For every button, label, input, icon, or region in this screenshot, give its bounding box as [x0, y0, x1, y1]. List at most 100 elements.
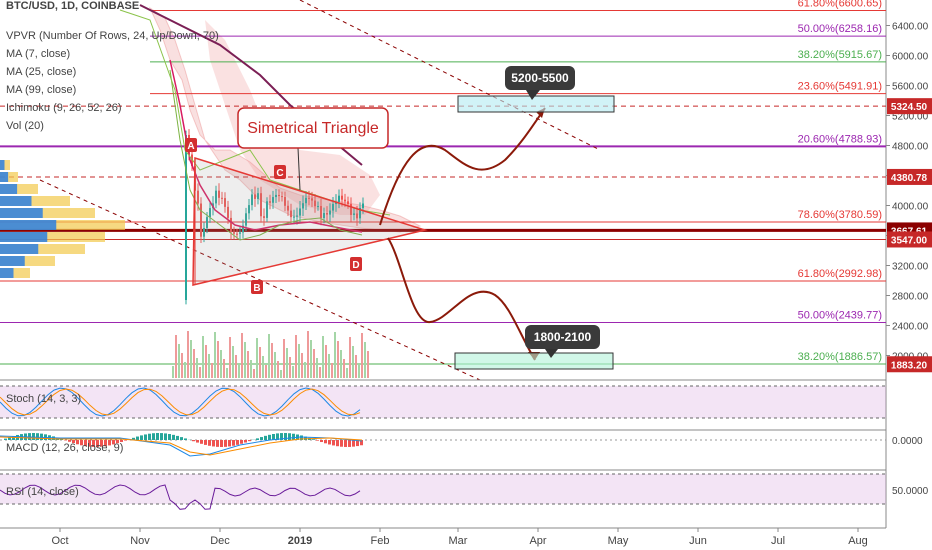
price-badge	[887, 356, 932, 373]
macd-histogram-bar	[152, 433, 155, 440]
volume-profile-bar	[0, 268, 30, 278]
volume-bar	[295, 335, 297, 378]
fib-level-label: 38.20%(1886.57)	[798, 351, 882, 363]
point-marker	[185, 138, 197, 152]
volume-bar	[256, 338, 258, 378]
volume-profile-bar-down	[0, 268, 14, 278]
macd-histogram-bar	[124, 440, 127, 441]
rsi-panel-label[interactable]: RSI (14, close)	[6, 486, 79, 498]
volume-bar	[199, 367, 201, 378]
candle-body	[314, 200, 316, 207]
volume-bar	[322, 336, 324, 378]
macd-histogram-bar	[12, 436, 15, 440]
volume-bar	[280, 370, 282, 378]
candle-body	[218, 190, 220, 198]
indicator-ichimoku[interactable]: Ichimoku (9, 26, 52, 26)	[6, 102, 122, 114]
point-marker-label: A	[187, 141, 194, 152]
macd-histogram-bar	[4, 438, 7, 440]
volume-profile-bar-down	[0, 172, 9, 182]
volume-bar	[325, 345, 327, 378]
fib-level-label: 61.80%(2992.98)	[798, 268, 882, 280]
candle-body	[236, 233, 238, 235]
volume-bar	[172, 366, 174, 378]
macd-histogram-bar	[232, 440, 235, 446]
y-tick-label: 5200.00	[892, 112, 929, 123]
macd-histogram-bar	[96, 440, 99, 447]
x-tick-label: 2019	[288, 535, 312, 547]
macd-histogram-bar	[172, 434, 175, 440]
volume-bar	[214, 332, 216, 378]
candle-body	[281, 196, 283, 198]
candle-body	[251, 194, 253, 206]
indicator-ma7[interactable]: MA (7, close)	[6, 48, 71, 60]
volume-bar	[265, 365, 267, 378]
macd-histogram-bar	[176, 435, 179, 440]
candle-body	[335, 201, 337, 205]
volume-profile-bar-down	[0, 208, 43, 218]
macd-histogram-bar	[200, 440, 203, 444]
candle-body	[323, 212, 325, 218]
macd-histogram-bar	[336, 440, 339, 447]
volume-bar	[178, 344, 180, 378]
volume-bar	[241, 333, 243, 378]
stoch-panel-label[interactable]: Stoch (14, 3, 3)	[6, 393, 82, 405]
target-callout-upper-box	[505, 66, 575, 90]
price-badge	[887, 231, 932, 248]
volume-bar	[232, 346, 234, 378]
stoch-k-line	[0, 387, 361, 417]
volume-bar	[244, 342, 246, 378]
y-tick-label: 6000.00	[892, 52, 929, 63]
macd-line	[0, 435, 363, 457]
candle-body	[344, 199, 346, 202]
macd-histogram-bar	[316, 440, 319, 441]
macd-panel-label[interactable]: MACD (12, 26, close, 9)	[6, 442, 124, 454]
candle-body	[254, 194, 256, 199]
candle-body	[317, 206, 319, 208]
macd-histogram-bar	[240, 440, 243, 444]
volume-profile-bar	[0, 244, 85, 254]
volume-bar	[337, 341, 339, 378]
macd-histogram-bar	[220, 440, 223, 447]
macd-histogram-bar	[80, 440, 83, 446]
fib-level-label: 50.00%(6258.16)	[798, 23, 882, 35]
indicator-vol[interactable]: Vol (20)	[6, 120, 44, 132]
macd-histogram-bar	[84, 440, 87, 447]
volume-bar	[187, 331, 189, 378]
volume-profile-bar-down	[0, 184, 18, 194]
rsi-scale-label: 50.0000	[892, 486, 929, 497]
candle-body	[233, 232, 235, 234]
macd-histogram-bar	[244, 440, 247, 443]
macd-histogram-bar	[276, 433, 279, 440]
indicator-ma99[interactable]: MA (99, close)	[6, 84, 77, 96]
fib-level-label: 23.60%(5491.91)	[798, 81, 882, 93]
macd-histogram-bar	[136, 436, 139, 440]
macd-histogram-bar	[256, 438, 259, 440]
indicator-ma25[interactable]: MA (25, close)	[6, 66, 77, 78]
candle-body	[242, 225, 244, 233]
candle-body	[278, 194, 280, 197]
candle-body	[284, 197, 286, 206]
candle-body	[320, 206, 322, 218]
macd-histogram-bar	[360, 440, 363, 446]
indicator-vpvr[interactable]: VPVR (Number Of Rows, 24, Up/Down, 70)	[6, 30, 219, 42]
candle-body	[305, 197, 307, 204]
volume-bar	[217, 341, 219, 378]
candle-body	[260, 193, 262, 217]
rsi-band	[0, 474, 886, 504]
macd-histogram-bar	[304, 436, 307, 440]
x-tick-label: Mar	[449, 535, 468, 547]
candle-body	[362, 203, 364, 208]
volume-bar	[346, 368, 348, 378]
volume-bar	[211, 363, 213, 378]
macd-histogram-bar	[212, 440, 215, 447]
volume-bar	[190, 340, 192, 378]
macd-histogram-bar	[164, 433, 167, 440]
macd-histogram-bar	[284, 433, 287, 440]
candle-body	[302, 203, 304, 209]
symbol-title: BTC/USD, 1D, COINBASE	[6, 0, 140, 12]
volume-bar	[292, 366, 294, 378]
macd-histogram-bar	[236, 440, 239, 445]
macd-histogram-bar	[36, 433, 39, 440]
candle-body	[203, 228, 205, 237]
